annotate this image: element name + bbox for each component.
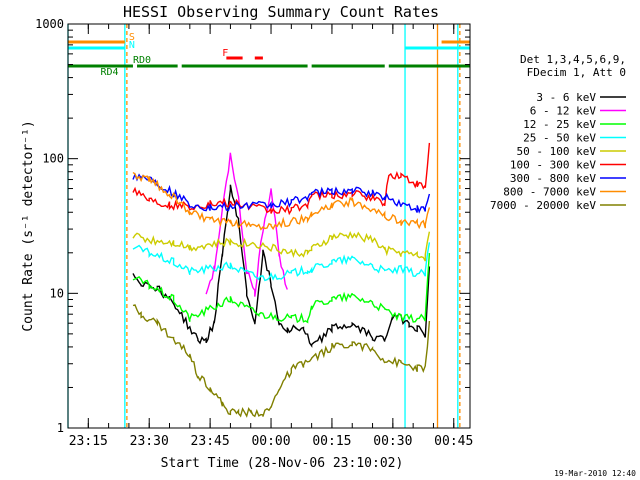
legend-label-25-50-kev: 25 - 50 keV: [523, 132, 596, 145]
series-line-100-300-kev: [132, 142, 431, 216]
x-tick-label-00-30: 00:30: [373, 434, 412, 449]
flag-label-f: F: [222, 48, 228, 59]
y-tick-label-10: 10: [50, 286, 64, 300]
flag-label-s: S: [129, 32, 135, 43]
flag-label-rd0: RD0: [133, 55, 151, 66]
y-tick-label-1: 1: [57, 421, 64, 435]
timestamp-label: 19-Mar-2010 12:40: [554, 469, 636, 478]
x-tick-label-23-45: 23:45: [191, 434, 230, 449]
axis-layer: 1 10 100 1000 23:15 23:30 23:45 00:00 00:15 00:30…: [35, 17, 473, 449]
x-tick-label-00-45: 00:45: [434, 434, 473, 449]
y-tick-label-1000: 1000: [35, 17, 64, 31]
legend: Det 1,3,4,5,6,9,FDecim 1, Att 0 3 - 6 keV…: [490, 53, 626, 212]
series-line-3-6-kev: [132, 184, 431, 348]
y-axis-label: Count Rate (s⁻¹ detector⁻¹): [21, 120, 36, 331]
x-tick-label-23-30: 23:30: [130, 434, 169, 449]
legend-label-7000-20000-kev: 7000 - 20000 keV: [490, 199, 596, 212]
x-axis-label: Start Time (28-Nov-06 23:10:02): [161, 456, 404, 471]
series-layer: [132, 142, 431, 418]
series-line-7000-20000-kev: [132, 304, 431, 418]
legend-label-800-7000-kev: 800 - 7000 keV: [503, 186, 596, 199]
series-line-25-50-kev: [132, 242, 431, 282]
series-line-800-7000-kev: [132, 171, 431, 231]
legend-label-100-300-kev: 100 - 300 keV: [510, 159, 596, 172]
flag-label-rd4: RD4: [100, 67, 118, 78]
legend-label-12-25-kev: 12 - 25 keV: [523, 118, 596, 131]
legend-header-line-1: FDecim 1, Att 0: [527, 66, 626, 79]
x-tick-label-00-00: 00:00: [251, 434, 290, 449]
x-tick-label-00-15: 00:15: [312, 434, 351, 449]
flag-bar-layer: RD4 RD0 SN F: [68, 32, 470, 78]
y-tick-label-100: 100: [42, 152, 64, 166]
series-line-300-800-kev: [132, 172, 431, 214]
legend-label-6-12-kev: 6 - 12 keV: [530, 105, 597, 118]
plot-frame: [67, 23, 471, 429]
chart-title: HESSI Observing Summary Count Rates: [123, 3, 439, 21]
series-line-50-100-kev: [132, 231, 431, 262]
legend-label-300-800-kev: 300 - 800 keV: [510, 172, 596, 185]
legend-label-50-100-kev: 50 - 100 keV: [517, 145, 597, 158]
legend-header-line-0: Det 1,3,4,5,6,9,: [520, 53, 626, 66]
flag-label-n: N: [129, 40, 135, 51]
legend-label-3-6-kev: 3 - 6 keV: [536, 91, 596, 104]
x-tick-label-23-15: 23:15: [69, 434, 108, 449]
series-line-12-25-kev: [132, 253, 431, 324]
